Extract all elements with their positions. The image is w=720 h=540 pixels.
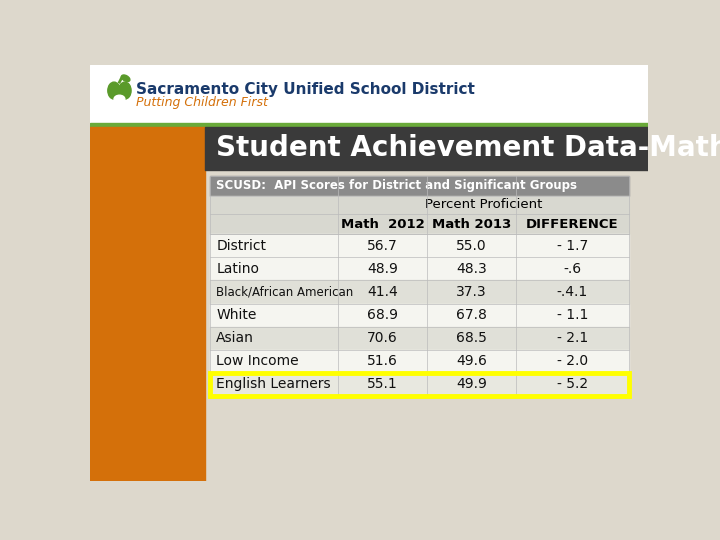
Text: 68.9: 68.9 bbox=[367, 308, 398, 322]
Text: 48.3: 48.3 bbox=[456, 262, 487, 276]
Bar bbox=[90, 123, 648, 127]
Bar bbox=[210, 195, 629, 214]
Bar bbox=[210, 327, 629, 350]
Text: Putting Children First: Putting Children First bbox=[137, 97, 269, 110]
Text: 37.3: 37.3 bbox=[456, 285, 487, 299]
Text: - 1.7: - 1.7 bbox=[557, 239, 588, 253]
Ellipse shape bbox=[119, 82, 131, 99]
Text: 70.6: 70.6 bbox=[367, 331, 398, 345]
Text: English Learners: English Learners bbox=[216, 377, 331, 392]
Bar bbox=[210, 214, 629, 234]
Text: Low Income: Low Income bbox=[216, 354, 299, 368]
Text: Math 2013: Math 2013 bbox=[432, 218, 511, 231]
Text: Sacramento City Unified School District: Sacramento City Unified School District bbox=[137, 82, 475, 97]
Bar bbox=[210, 280, 629, 303]
Text: 51.6: 51.6 bbox=[367, 354, 398, 368]
Text: 41.4: 41.4 bbox=[367, 285, 398, 299]
Bar bbox=[204, 127, 648, 170]
Ellipse shape bbox=[114, 95, 125, 103]
Text: -.4.1: -.4.1 bbox=[557, 285, 588, 299]
Text: Black/African American: Black/African American bbox=[216, 286, 354, 299]
Bar bbox=[210, 176, 629, 195]
Text: - 5.2: - 5.2 bbox=[557, 377, 588, 392]
Text: 67.8: 67.8 bbox=[456, 308, 487, 322]
Text: - 2.1: - 2.1 bbox=[557, 331, 588, 345]
Ellipse shape bbox=[108, 82, 120, 99]
Text: Asian: Asian bbox=[216, 331, 254, 345]
Text: 49.9: 49.9 bbox=[456, 377, 487, 392]
Bar bbox=[90, 127, 204, 481]
Text: 68.5: 68.5 bbox=[456, 331, 487, 345]
Text: District: District bbox=[216, 239, 266, 253]
Bar bbox=[210, 373, 629, 396]
Bar bbox=[210, 234, 629, 257]
Text: Latino: Latino bbox=[216, 262, 259, 276]
Text: 49.6: 49.6 bbox=[456, 354, 487, 368]
Text: 56.7: 56.7 bbox=[367, 239, 398, 253]
Text: - 1.1: - 1.1 bbox=[557, 308, 588, 322]
Text: DIFFERENCE: DIFFERENCE bbox=[526, 218, 618, 231]
Text: - 2.0: - 2.0 bbox=[557, 354, 588, 368]
Bar bbox=[210, 373, 629, 396]
Text: SCUSD:  API Scores for District and Significant Groups: SCUSD: API Scores for District and Signi… bbox=[216, 179, 577, 192]
Bar bbox=[90, 65, 648, 123]
Text: -.6: -.6 bbox=[563, 262, 582, 276]
Text: 55.1: 55.1 bbox=[367, 377, 398, 392]
Text: 48.9: 48.9 bbox=[367, 262, 398, 276]
Bar bbox=[210, 257, 629, 280]
Ellipse shape bbox=[122, 75, 130, 82]
Text: 55.0: 55.0 bbox=[456, 239, 487, 253]
Text: Student Achievement Data-Math: Student Achievement Data-Math bbox=[216, 134, 720, 163]
Text: Math  2012: Math 2012 bbox=[341, 218, 424, 231]
Bar bbox=[210, 303, 629, 327]
Bar bbox=[210, 350, 629, 373]
Text: Percent Proficient: Percent Proficient bbox=[425, 198, 542, 212]
Text: White: White bbox=[216, 308, 257, 322]
